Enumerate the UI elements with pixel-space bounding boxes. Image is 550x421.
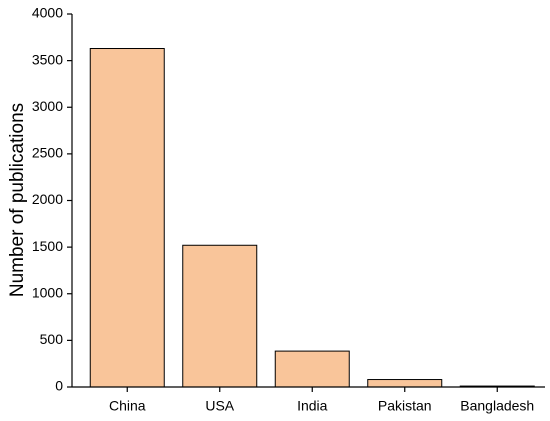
y-axis-label: Number of publications bbox=[7, 103, 28, 297]
y-tick-label: 1500 bbox=[32, 238, 63, 254]
bar bbox=[89, 48, 165, 388]
x-tick-label: Bangladesh bbox=[460, 398, 534, 414]
x-tick-label: USA bbox=[205, 398, 234, 414]
y-tick-label: 2000 bbox=[32, 191, 63, 207]
y-tick-label: 4000 bbox=[32, 5, 63, 21]
x-tick-label: India bbox=[297, 398, 328, 414]
x-tick-label: China bbox=[109, 398, 146, 414]
bar bbox=[367, 379, 443, 388]
y-tick-label: 500 bbox=[40, 331, 64, 347]
y-tick-label: 2500 bbox=[32, 145, 63, 161]
y-tick-label: 3500 bbox=[32, 51, 63, 67]
y-tick-label: 1000 bbox=[32, 284, 63, 300]
y-tick-label: 3000 bbox=[32, 98, 63, 114]
bar bbox=[274, 350, 350, 388]
bar bbox=[182, 244, 258, 388]
x-tick-label: Pakistan bbox=[378, 398, 432, 414]
y-tick-label: 0 bbox=[55, 378, 63, 394]
